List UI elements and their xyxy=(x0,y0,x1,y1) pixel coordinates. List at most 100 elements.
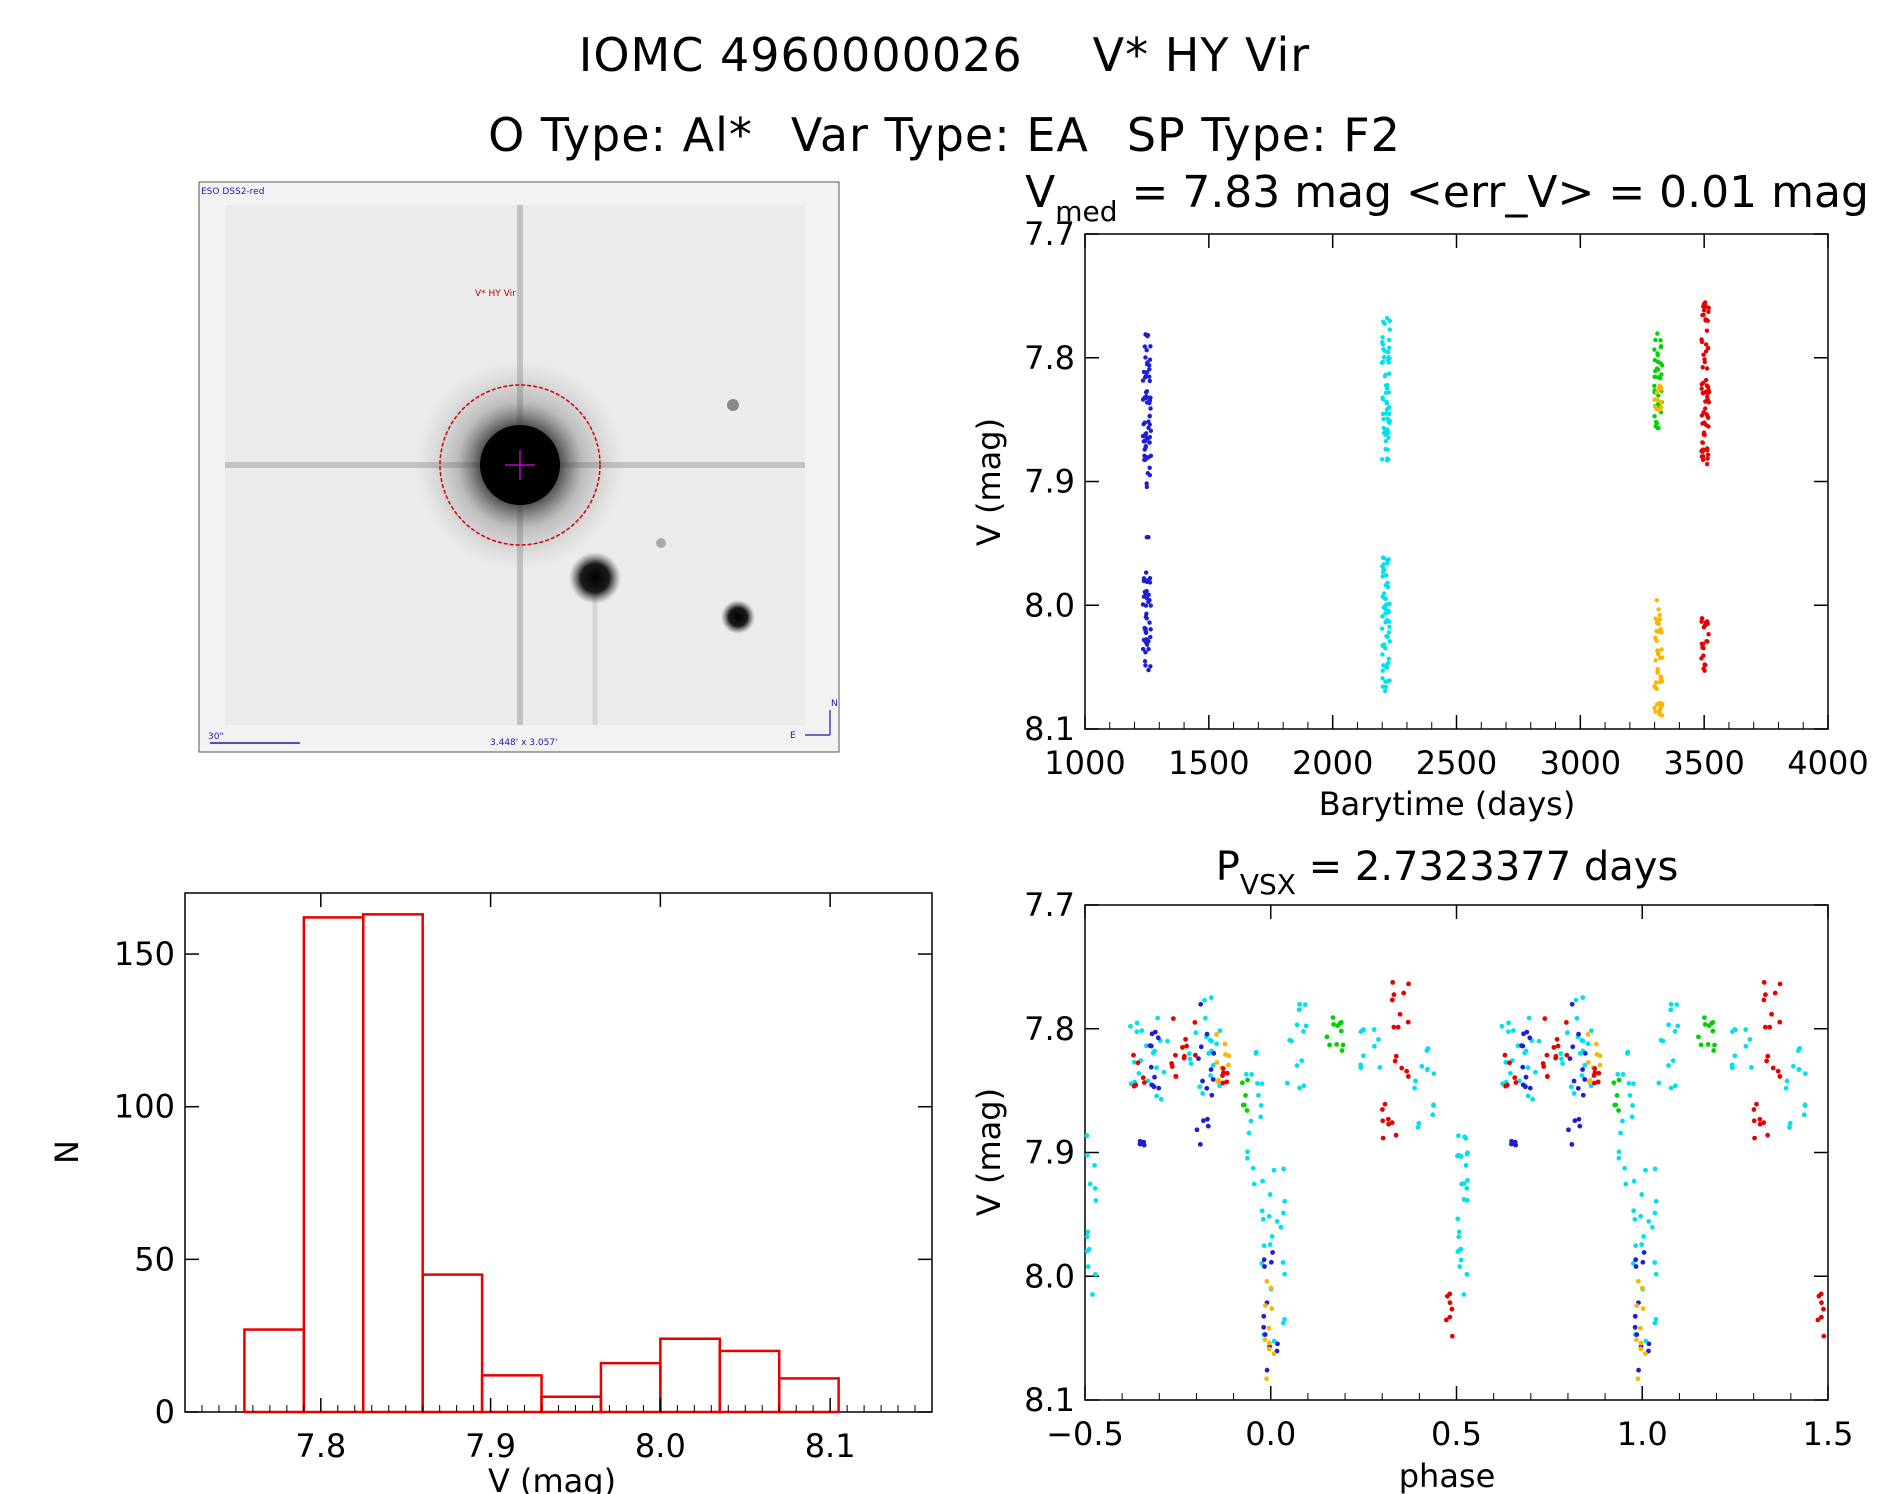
phased-point-cyan xyxy=(1154,1093,1160,1099)
phased-point-blue xyxy=(1576,1031,1581,1037)
phased-point-cyan xyxy=(1456,1234,1462,1240)
phased-point-cyan xyxy=(1092,1162,1097,1168)
phased-point-cyan xyxy=(1588,1083,1594,1089)
phased-point-cyan xyxy=(1197,1084,1203,1090)
lightcurve-point-cyan xyxy=(1384,458,1390,463)
lightcurve-point-cyan xyxy=(1380,652,1385,657)
lightcurve-point-blue xyxy=(1143,650,1148,655)
phased-point-cyan xyxy=(1632,1216,1638,1222)
phased-point-cyan xyxy=(1503,1059,1509,1065)
lightcurve-xtick-label: 4000 xyxy=(1787,744,1868,782)
phased-point-blue xyxy=(1196,1056,1201,1062)
phased-point-cyan xyxy=(1208,1073,1213,1078)
phased-point-cyan xyxy=(1093,1198,1099,1203)
phased-point-orange xyxy=(1640,1285,1645,1291)
lightcurve-point-red xyxy=(1700,457,1706,463)
phased-point-cyan xyxy=(1186,1051,1192,1056)
phased-point-cyan xyxy=(1791,1063,1796,1069)
lightcurve-point-blue xyxy=(1144,394,1149,399)
lightcurve-point-red xyxy=(1701,352,1706,357)
phased-point-orange xyxy=(1264,1278,1270,1284)
phased-point-cyan xyxy=(1280,1320,1286,1326)
lightcurve-point-cyan xyxy=(1379,457,1385,462)
phased-point-cyan xyxy=(1413,1078,1418,1084)
phased-point-red xyxy=(1751,1107,1757,1112)
lightcurve-point-cyan xyxy=(1385,560,1390,566)
phased-point-cyan xyxy=(1630,1261,1636,1266)
lightcurve-point-blue xyxy=(1146,592,1151,597)
phased-point-green xyxy=(1698,1042,1704,1048)
lightcurve-point-cyan xyxy=(1383,411,1389,416)
var-type: Var Type: EA xyxy=(790,108,1089,162)
histogram-xtick-label: 7.8 xyxy=(295,1427,346,1465)
phased-point-blue xyxy=(1205,1116,1210,1122)
phased-point-red xyxy=(1555,1043,1561,1049)
phased-point-cyan xyxy=(1672,1029,1678,1034)
lightcurve-point-orange xyxy=(1653,616,1658,621)
lightcurve-point-blue xyxy=(1143,443,1149,449)
phased-title-main: P xyxy=(1216,844,1240,890)
lightcurve-point-red xyxy=(1705,446,1710,451)
phased-ytick-label: 7.9 xyxy=(1024,1134,1075,1172)
phased-point-red xyxy=(1762,1024,1768,1030)
phased-point-cyan xyxy=(1155,1015,1161,1021)
phased-point-orange xyxy=(1214,1060,1220,1065)
phased-point-cyan xyxy=(1253,1049,1259,1055)
lightcurve-point-green xyxy=(1652,413,1657,419)
phased-point-red xyxy=(1761,1120,1767,1126)
phased-point-cyan xyxy=(1090,1292,1095,1297)
phased-point-cyan xyxy=(1653,1271,1659,1277)
phased-point-blue xyxy=(1204,1085,1210,1091)
phased-point-cyan xyxy=(1187,1056,1193,1062)
phased-point-red xyxy=(1181,1055,1187,1061)
phased-point-cyan xyxy=(1795,1048,1801,1053)
lightcurve-point-blue xyxy=(1143,663,1148,668)
phased-point-cyan xyxy=(1461,1197,1467,1202)
lightcurve-point-red xyxy=(1699,337,1704,342)
phased-point-orange xyxy=(1269,1306,1275,1311)
phased-point-orange xyxy=(1634,1303,1640,1308)
lightcurve-point-cyan xyxy=(1386,345,1392,350)
lightcurve-point-blue xyxy=(1147,422,1152,427)
histogram-ylabel: N xyxy=(48,1140,86,1164)
phased-point-cyan xyxy=(1620,1072,1626,1077)
lightcurve-point-cyan xyxy=(1381,347,1386,352)
phased-point-cyan xyxy=(1675,1023,1681,1029)
phased-point-cyan xyxy=(1616,1155,1622,1161)
phased-point-cyan xyxy=(1254,1081,1260,1086)
lightcurve-point-red xyxy=(1703,317,1708,322)
phased-point-cyan xyxy=(1208,995,1214,1000)
phased-point-blue xyxy=(1262,1264,1267,1269)
lightcurve-ytick-label: 8.1 xyxy=(1024,710,1075,748)
phased-point-cyan xyxy=(1625,1049,1631,1055)
phased-point-red xyxy=(1443,1317,1449,1323)
lightcurve-point-cyan xyxy=(1387,318,1393,324)
phased-point-blue xyxy=(1204,1031,1210,1037)
phased-point-blue xyxy=(1509,1141,1514,1147)
phased-point-cyan xyxy=(1653,1316,1659,1322)
phased-point-orange xyxy=(1642,1351,1648,1357)
lightcurve-xtick-label: 3500 xyxy=(1663,744,1744,782)
phased-point-blue xyxy=(1137,1141,1143,1147)
phased-point-blue xyxy=(1633,1257,1639,1263)
phased-point-cyan xyxy=(1639,1192,1645,1197)
lightcurve-point-cyan xyxy=(1386,656,1392,661)
survey-label: ESO DSS2-red xyxy=(201,187,264,197)
lightcurve-point-cyan xyxy=(1385,383,1390,388)
lightcurve-point-red xyxy=(1703,342,1709,347)
lightcurve-point-cyan xyxy=(1386,337,1392,343)
lightcurve-point-cyan xyxy=(1386,355,1391,360)
lightcurve-point-blue xyxy=(1147,414,1152,419)
phased-point-red xyxy=(1445,1293,1450,1299)
lightcurve-point-cyan xyxy=(1381,416,1386,422)
star-label: V* HY Vir xyxy=(475,289,516,299)
phased-point-red xyxy=(1141,1080,1147,1085)
lightcurve-point-blue xyxy=(1147,620,1152,625)
lightcurve-point-red xyxy=(1705,452,1711,457)
phased-point-blue xyxy=(1582,1077,1588,1082)
lightcurve-point-green xyxy=(1653,337,1658,343)
phased-point-red xyxy=(1390,979,1396,985)
lightcurve-point-green xyxy=(1658,338,1663,343)
lightcurve-point-orange xyxy=(1656,621,1661,626)
phased-point-cyan xyxy=(1525,1093,1531,1099)
